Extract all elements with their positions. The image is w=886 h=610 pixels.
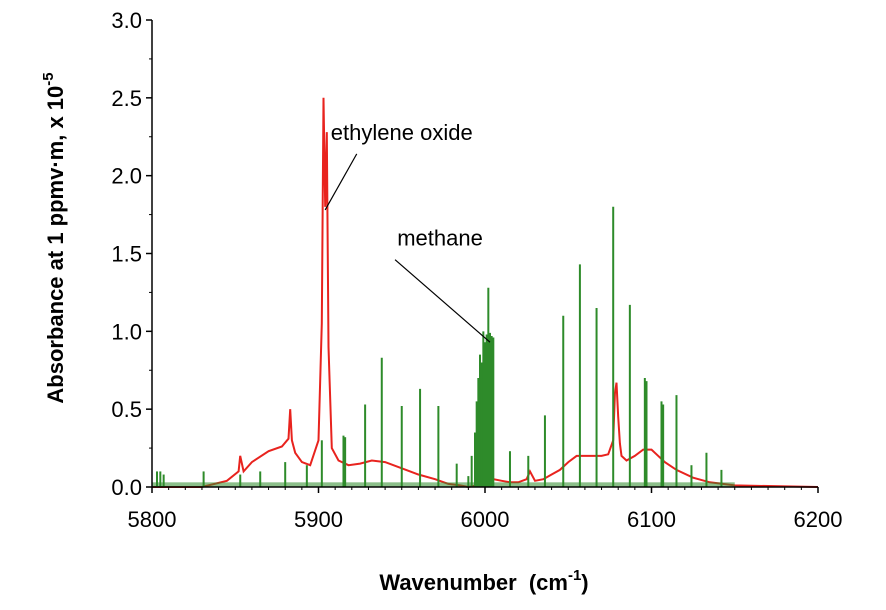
methane-baseline-noise — [152, 482, 735, 487]
y-tick-label: 0.5 — [111, 397, 142, 422]
y-axis-label: Absorbance at 1 ppmv·m, x 10 — [43, 86, 68, 404]
y-tick-label: 3.0 — [111, 8, 142, 33]
x-axis-title: Wavenumber (cm-1) — [379, 567, 588, 595]
x-axis-label: Wavenumber — [379, 570, 517, 595]
x-tick-label: 5900 — [294, 507, 343, 532]
x-tick-label: 6100 — [627, 507, 676, 532]
annotations: ethylene oxide methane — [324, 120, 491, 343]
x-tick-label: 6200 — [794, 507, 843, 532]
axes: 0.0 0.5 1.0 1.5 2.0 2.5 3.0 5800 5900 6000 6100 620… — [111, 8, 842, 532]
y-tick-label: 2.0 — [111, 164, 142, 189]
y-tick-label: 1.5 — [111, 242, 142, 267]
x-tick-label: 5800 — [128, 507, 177, 532]
ethylene-oxide-leader-line — [324, 153, 358, 211]
plot-area — [152, 97, 819, 489]
x-tick-label: 6000 — [461, 507, 510, 532]
x-axis-unit-exponent: -1 — [568, 567, 581, 584]
y-tick-label: 1.0 — [111, 319, 142, 344]
ethylene-oxide-annotation: ethylene oxide — [331, 120, 473, 145]
x-axis-unit-suffix: ) — [581, 570, 588, 595]
methane-leader-line — [394, 259, 491, 343]
y-tick-label: 2.5 — [111, 86, 142, 111]
x-axis-unit-prefix: (cm — [529, 570, 568, 595]
methane-annotation: methane — [397, 226, 483, 251]
y-tick-label: 0.0 — [111, 475, 142, 500]
y-axis-exponent: -5 — [40, 72, 57, 85]
y-axis-title: Absorbance at 1 ppmv·m, x 10-5 — [40, 72, 68, 403]
